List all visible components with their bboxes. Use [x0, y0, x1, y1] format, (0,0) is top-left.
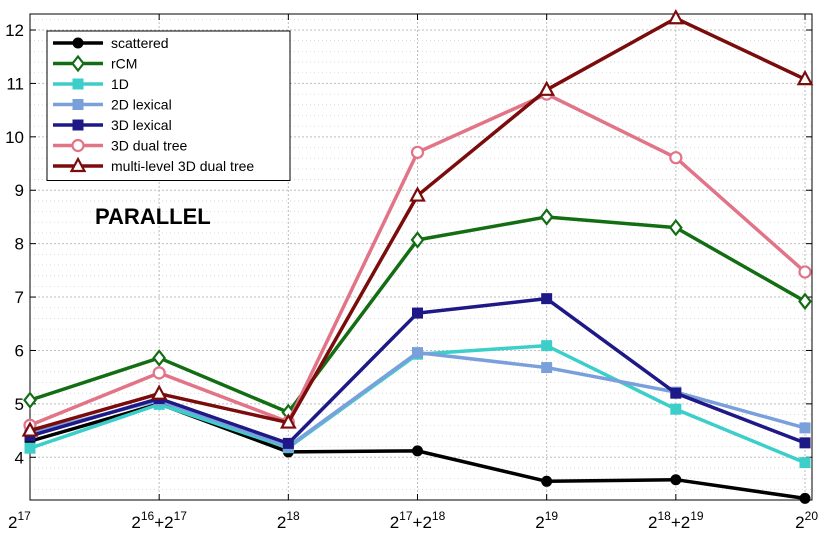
tick-base: 2	[390, 513, 399, 532]
legend-label: 3D lexical	[111, 117, 172, 133]
tick-exponent: 17	[17, 509, 31, 523]
tick-base: 2	[8, 513, 17, 532]
data-point	[21, 421, 39, 437]
data-point	[24, 442, 36, 454]
legend-entry: 1D	[53, 76, 129, 92]
data-point	[798, 292, 812, 311]
y-tick-label: 8	[15, 235, 24, 254]
legend-marker	[72, 37, 84, 49]
data-point	[541, 475, 553, 487]
legend-marker	[72, 119, 84, 131]
legend-entry: rCM	[53, 54, 137, 73]
data-point	[409, 186, 426, 202]
series-group	[21, 8, 814, 504]
x-tick-label: 217+218	[390, 509, 446, 532]
data-point	[412, 307, 423, 319]
legend-entry: 3D dual tree	[53, 138, 187, 154]
legend-label: multi-level 3D dual tree	[111, 158, 254, 174]
data-point	[412, 445, 423, 457]
x-tick-label: 220	[795, 509, 818, 532]
tick-base: +2	[671, 513, 690, 532]
data-point	[799, 492, 811, 504]
tick-base: 2	[648, 513, 657, 532]
data-point	[541, 340, 553, 352]
tick-base: 2	[131, 513, 140, 532]
y-tick-label: 12	[5, 21, 24, 40]
data-point	[152, 349, 167, 367]
data-point	[410, 145, 425, 159]
tick-exponent: 17	[399, 509, 413, 523]
legend-entry: multi-level 3D dual tree	[53, 156, 254, 174]
tick-base: 2	[795, 513, 804, 532]
x-tick-label: 218	[277, 509, 300, 532]
legend-entry: scattered	[53, 35, 169, 51]
legend-marker	[72, 99, 84, 110]
y-tick-label: 5	[15, 395, 24, 414]
legend: scattered rCM 1D 2D lexical 3D lexical 3D dua…	[46, 30, 291, 181]
tick-base: 2	[535, 513, 544, 532]
legend-label: 2D lexical	[111, 97, 172, 113]
data-point	[799, 437, 811, 449]
data-point	[668, 218, 683, 237]
y-tick-label: 9	[15, 181, 24, 200]
series-rcm	[23, 208, 812, 422]
data-point	[669, 151, 683, 165]
tick-base: +2	[154, 513, 173, 532]
data-point	[670, 474, 682, 486]
tick-exponent: 19	[545, 509, 559, 523]
tick-exponent: 17	[174, 509, 188, 523]
data-point	[152, 366, 166, 380]
data-point	[279, 413, 297, 429]
legend-label: scattered	[111, 35, 169, 51]
data-point	[667, 8, 685, 25]
series-multi-level-3d-dual-tree	[21, 8, 814, 437]
data-point	[23, 391, 37, 409]
tick-exponent: 18	[432, 509, 446, 523]
data-point	[412, 347, 423, 359]
y-tick-label: 7	[15, 288, 24, 307]
legend-marker	[71, 138, 85, 153]
data-point	[799, 457, 811, 469]
legend-label: 1D	[111, 76, 129, 92]
legend-marker	[69, 156, 87, 173]
y-tick-label: 11	[6, 74, 24, 93]
x-tick-label: 216+217	[131, 509, 187, 532]
tick-base: 2	[277, 513, 286, 532]
tick-base: +2	[413, 513, 432, 532]
data-point	[798, 265, 812, 279]
legend-marker	[71, 54, 85, 73]
tick-exponent: 18	[658, 509, 672, 523]
series-3d-dual-tree	[23, 87, 812, 432]
x-tick-label: 219	[535, 509, 558, 532]
y-tick-label: 10	[5, 128, 24, 147]
tick-exponent: 19	[690, 509, 704, 523]
tick-exponent: 20	[805, 509, 819, 523]
data-point	[410, 231, 425, 249]
legend-label: 3D dual tree	[111, 138, 187, 154]
data-point	[539, 208, 554, 226]
data-point	[541, 362, 553, 374]
data-point	[670, 403, 682, 415]
legend-entry: 2D lexical	[53, 97, 172, 113]
data-point	[150, 384, 168, 400]
legend-entry: 3D lexical	[53, 117, 172, 133]
data-point	[670, 387, 682, 399]
data-point	[282, 437, 294, 449]
tick-exponent: 18	[286, 509, 300, 523]
y-tick-label: 4	[15, 448, 24, 467]
data-point	[541, 293, 553, 305]
y-tick-label: 6	[15, 341, 24, 360]
data-point	[799, 422, 811, 434]
legend-label: rCM	[111, 56, 137, 72]
chart-annotation: PARALLEL	[95, 204, 211, 229]
x-tick-label: 218+219	[648, 509, 704, 532]
data-point	[796, 69, 814, 86]
plot-frame	[29, 13, 813, 501]
data-point	[538, 80, 556, 96]
tick-exponent: 16	[141, 509, 155, 523]
legend-marker	[72, 78, 84, 90]
x-tick-label: 217	[8, 509, 31, 532]
